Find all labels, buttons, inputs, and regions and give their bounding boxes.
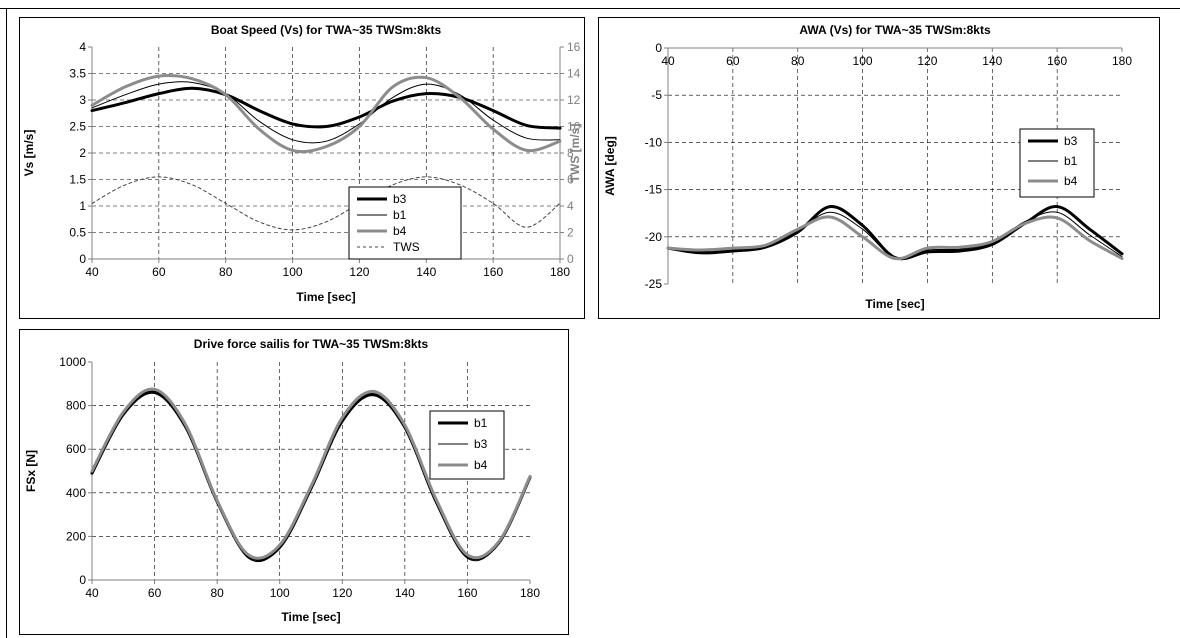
y-tick-label: 1000: [59, 355, 86, 369]
x-tick-label: 60: [726, 54, 740, 68]
y-tick-label: 3: [79, 93, 86, 107]
legend-box: [1019, 128, 1095, 198]
legend-label-b3: b3: [1064, 134, 1078, 148]
series-line-b4: [90, 387, 532, 560]
y-tick-label: 800: [66, 399, 86, 413]
y-axis-label: AWA [deg]: [603, 136, 617, 196]
y2-tick-label: 10: [567, 120, 581, 134]
x-tick-label: 140: [416, 265, 436, 279]
series-line-b4: [90, 74, 562, 154]
frame-left-border: [6, 8, 7, 638]
legend-box: [429, 410, 505, 480]
x-tick-label: 160: [483, 265, 503, 279]
x-tick-label: 180: [550, 265, 570, 279]
x-tick-label: 40: [85, 586, 99, 600]
legend-label-b1: b1: [1064, 154, 1078, 168]
legend-label-b3: b3: [393, 192, 407, 206]
y2-tick-label: 2: [567, 226, 574, 240]
legend-label-b1: b1: [474, 416, 488, 430]
x-tick-label: 120: [332, 586, 352, 600]
y-tick-label: 1: [79, 199, 86, 213]
y-tick-label: 3.5: [69, 67, 86, 81]
x-tick-label: 40: [661, 54, 675, 68]
x-tick-label: 100: [270, 586, 290, 600]
x-tick-label: 120: [917, 54, 937, 68]
x-axis-label: Time [sec]: [281, 610, 340, 624]
y2-tick-label: 0: [567, 252, 574, 266]
legend-label-b4: b4: [1064, 174, 1078, 188]
chart-title: Boat Speed (Vs) for TWA~35 TWSm:8kts: [211, 23, 442, 37]
y-tick-label: 4: [79, 40, 86, 54]
x-tick-label: 160: [1047, 54, 1067, 68]
x-tick-label: 180: [520, 586, 540, 600]
y2-tick-label: 16: [567, 40, 581, 54]
chart-title: Drive force sailis for TWA~35 TWSm:8kts: [194, 337, 429, 351]
series-line-tws: [91, 176, 561, 231]
x-tick-label: 60: [148, 586, 162, 600]
y-axis-label: Vs [m/s]: [22, 130, 36, 177]
legend-label-tws: TWS: [393, 240, 420, 254]
legend-label-b4: b4: [393, 224, 407, 238]
x-tick-label: 80: [791, 54, 805, 68]
y2-axis-label: TWS [m/s]: [568, 124, 582, 183]
x-tick-label: 100: [283, 265, 303, 279]
series-line-b1: [91, 81, 561, 144]
y-tick-label: 200: [66, 529, 86, 543]
x-tick-label: 140: [982, 54, 1002, 68]
x-tick-label: 60: [152, 265, 166, 279]
chart-border: [19, 329, 569, 635]
y-axis-label: FSx [N]: [24, 450, 38, 492]
y-tick-label: 0: [79, 573, 86, 587]
x-tick-label: 80: [219, 265, 233, 279]
y-tick-label: -15: [645, 183, 663, 197]
y2-tick-label: 8: [567, 146, 574, 160]
chart-title: AWA (Vs) for TWA~35 TWSm:8kts: [799, 23, 991, 37]
y2-tick-label: 6: [567, 173, 574, 187]
legend-label-b3: b3: [474, 437, 488, 451]
legend-label-b1: b1: [393, 208, 407, 222]
x-tick-label: 100: [853, 54, 873, 68]
series-line-b3: [90, 86, 562, 130]
x-tick-label: 120: [349, 265, 369, 279]
series-line-b4: [666, 215, 1124, 261]
y-tick-label: 0: [79, 252, 86, 266]
x-tick-label: 40: [85, 265, 99, 279]
y-tick-label: 0.5: [69, 226, 86, 240]
x-tick-label: 180: [1112, 54, 1132, 68]
y-tick-label: 2: [79, 146, 86, 160]
x-tick-label: 80: [210, 586, 224, 600]
chart-awa: -25 -20 -15 -10 -5 040 60 80 100 120 140 160 180 AWA …: [598, 17, 1160, 319]
y-tick-label: 1.5: [69, 173, 86, 187]
x-tick-label: 160: [457, 586, 477, 600]
chart-drive-force: 0 200 400 600 800 1000 40 60 80 100 120 140 160 180 Dr…: [19, 329, 569, 635]
chart-border: [19, 17, 585, 319]
x-axis-label: Time [sec]: [296, 290, 355, 304]
y-tick-label: 0: [655, 41, 662, 55]
y-tick-label: -10: [645, 135, 663, 149]
y-tick-label: 600: [66, 442, 86, 456]
y-tick-label: -20: [645, 230, 663, 244]
y-tick-label: 2.5: [69, 120, 86, 134]
frame-top-border: [0, 8, 1180, 9]
y2-tick-label: 4: [567, 199, 574, 213]
y2-tick-label: 12: [567, 93, 581, 107]
legend-label-b4: b4: [474, 458, 488, 472]
y-tick-label: 400: [66, 486, 86, 500]
y2-tick-label: 14: [567, 67, 581, 81]
x-tick-label: 140: [395, 586, 415, 600]
x-axis-label: Time [sec]: [865, 297, 924, 311]
y-tick-label: -25: [645, 277, 663, 291]
y-tick-label: -5: [651, 88, 662, 102]
